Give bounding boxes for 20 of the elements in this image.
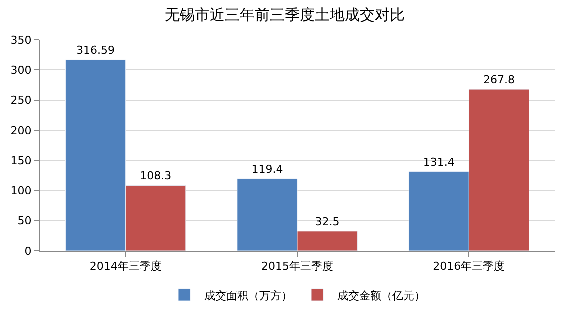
data-label: 316.59 bbox=[76, 44, 116, 58]
data-label: 119.4 bbox=[252, 163, 284, 176]
chart-title: 无锡市近三年前三季度土地成交对比 bbox=[165, 6, 405, 24]
y-tick-label: 250 bbox=[10, 94, 32, 108]
y-tick-label: 350 bbox=[10, 34, 32, 47]
data-label: 32.5 bbox=[315, 215, 340, 228]
x-tick-label: 2016年三季度 bbox=[433, 260, 506, 274]
data-label: 267.8 bbox=[483, 74, 515, 87]
y-tick-label: 100 bbox=[10, 184, 32, 198]
y-tick-label: 50 bbox=[18, 214, 32, 228]
y-tick-label: 300 bbox=[10, 64, 32, 77]
y-tick-label: 0 bbox=[24, 244, 32, 258]
data-label: 131.4 bbox=[423, 156, 455, 169]
legend-label: 成交金额（亿元） bbox=[338, 289, 426, 302]
x-tick-label: 2015年三季度 bbox=[262, 260, 334, 274]
y-tick-label: 150 bbox=[10, 154, 32, 168]
y-tick-label: 200 bbox=[10, 124, 32, 138]
x-tick-label: 2014年三季度 bbox=[90, 260, 162, 274]
legend-label: 成交面积（万方） bbox=[204, 289, 292, 302]
data-label: 108.3 bbox=[140, 170, 172, 183]
